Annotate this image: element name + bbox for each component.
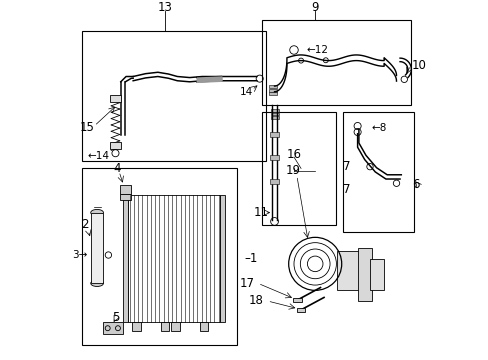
Bar [270, 113, 278, 116]
Bar [110, 142, 121, 149]
Text: 14: 14 [239, 87, 252, 98]
Bar [296, 308, 305, 312]
Bar [199, 322, 208, 331]
Text: ←12: ←12 [306, 45, 328, 55]
Bar [262, 20, 410, 105]
Bar [269, 179, 279, 184]
Text: 15: 15 [80, 121, 95, 134]
Bar [343, 112, 413, 232]
Bar [127, 195, 219, 322]
Bar [357, 248, 371, 301]
Text: 16: 16 [286, 148, 301, 161]
Text: 19: 19 [285, 164, 300, 177]
Text: 11: 11 [253, 206, 267, 219]
Bar [269, 155, 279, 159]
Text: 18: 18 [248, 294, 264, 307]
Bar [171, 322, 180, 331]
Bar [269, 85, 277, 88]
Bar [269, 89, 277, 92]
Text: 6: 6 [411, 178, 419, 191]
Text: 17: 17 [239, 277, 254, 290]
Bar [91, 213, 103, 283]
Bar [293, 298, 301, 302]
Bar [161, 322, 169, 331]
Bar [269, 93, 277, 95]
Bar [269, 132, 279, 136]
Bar [132, 322, 141, 331]
Text: 5: 5 [112, 311, 119, 324]
Bar [103, 322, 122, 334]
Text: –1: –1 [244, 252, 257, 265]
Text: 10: 10 [410, 59, 426, 72]
Text: 9: 9 [311, 1, 318, 14]
Text: 4: 4 [113, 162, 121, 175]
Text: 2: 2 [81, 219, 88, 231]
Bar [120, 194, 130, 200]
Text: 3→: 3→ [72, 250, 87, 260]
Bar [270, 109, 278, 112]
Text: 7: 7 [343, 183, 350, 196]
Bar [270, 116, 278, 119]
Text: 13: 13 [157, 1, 172, 14]
Bar [122, 195, 127, 322]
Ellipse shape [91, 280, 103, 287]
Ellipse shape [91, 210, 103, 216]
Bar [336, 252, 370, 291]
Bar [262, 112, 336, 225]
Bar [110, 95, 121, 102]
Text: ←8: ←8 [370, 123, 386, 133]
Text: ←14: ←14 [87, 151, 109, 161]
Bar [120, 185, 130, 194]
Text: 7: 7 [343, 160, 350, 173]
Bar [369, 258, 384, 291]
Bar [81, 168, 237, 345]
Bar [81, 31, 265, 161]
Bar [219, 195, 224, 322]
